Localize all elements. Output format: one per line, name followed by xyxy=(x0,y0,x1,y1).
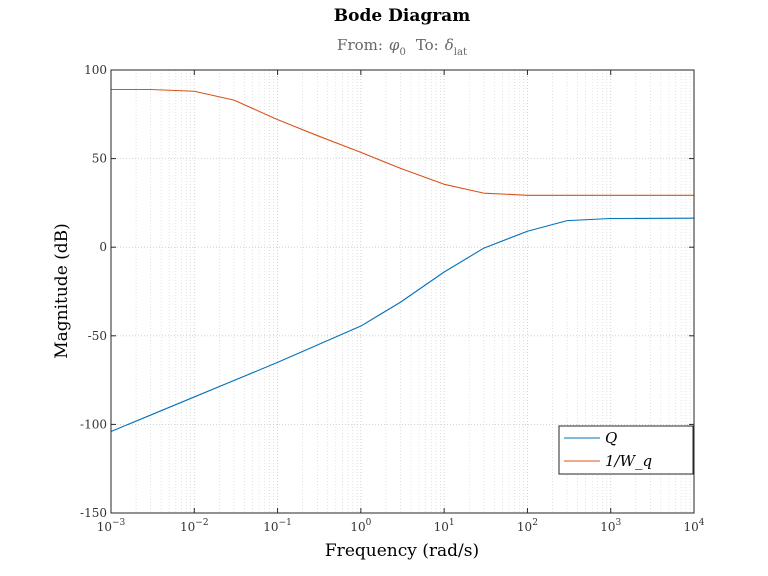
x-axis-label: Frequency (rad/s) xyxy=(325,541,479,561)
y-tick-label: 0 xyxy=(99,240,107,254)
x-tick-label: 100 xyxy=(350,518,371,534)
chart-title: Bode Diagram xyxy=(334,6,470,26)
subtitle-to-symbol: δ xyxy=(445,36,454,54)
subtitle-from-symbol: φ xyxy=(389,36,400,54)
plot-frame xyxy=(110,69,695,514)
y-axis-label: Magnitude (dB) xyxy=(52,223,72,359)
subtitle-from-label: From: xyxy=(337,36,383,54)
series-layer xyxy=(110,88,695,432)
subtitle-to-sub: lat xyxy=(454,47,467,58)
y-tick-label: -100 xyxy=(80,417,107,431)
subtitle-from-sub: 0 xyxy=(399,47,405,58)
x-tick-label: 10−1 xyxy=(263,518,292,534)
y-tick-label: -150 xyxy=(80,506,107,520)
y-tick-label: 100 xyxy=(84,63,107,77)
x-tick-label: 10−2 xyxy=(180,518,209,534)
x-tick-label: 102 xyxy=(517,518,538,534)
legend-label-q: Q xyxy=(605,429,617,447)
tick-labels: 10−3 10−2 10−1 100 101 102 103 104 100 50 0 -50 -100… xyxy=(80,63,705,534)
series-1-over-wq-line xyxy=(111,88,694,196)
subtitle-to-label: To: xyxy=(416,36,439,54)
legend-box xyxy=(558,425,694,475)
series-q-line xyxy=(110,217,695,432)
x-tick-label: 10−3 xyxy=(97,518,126,534)
y-tick-label: 50 xyxy=(92,152,107,166)
x-tick-label: 104 xyxy=(683,518,704,534)
chart-subtitle: From: φ0 To: δlat xyxy=(337,36,467,58)
y-tick-label: -50 xyxy=(88,329,107,343)
x-tick-label: 103 xyxy=(600,518,621,534)
legend-label-1-over-wq: 1/W_q xyxy=(605,452,652,470)
legend: Q 1/W_q xyxy=(558,425,694,475)
x-tick-label: 101 xyxy=(434,518,455,534)
